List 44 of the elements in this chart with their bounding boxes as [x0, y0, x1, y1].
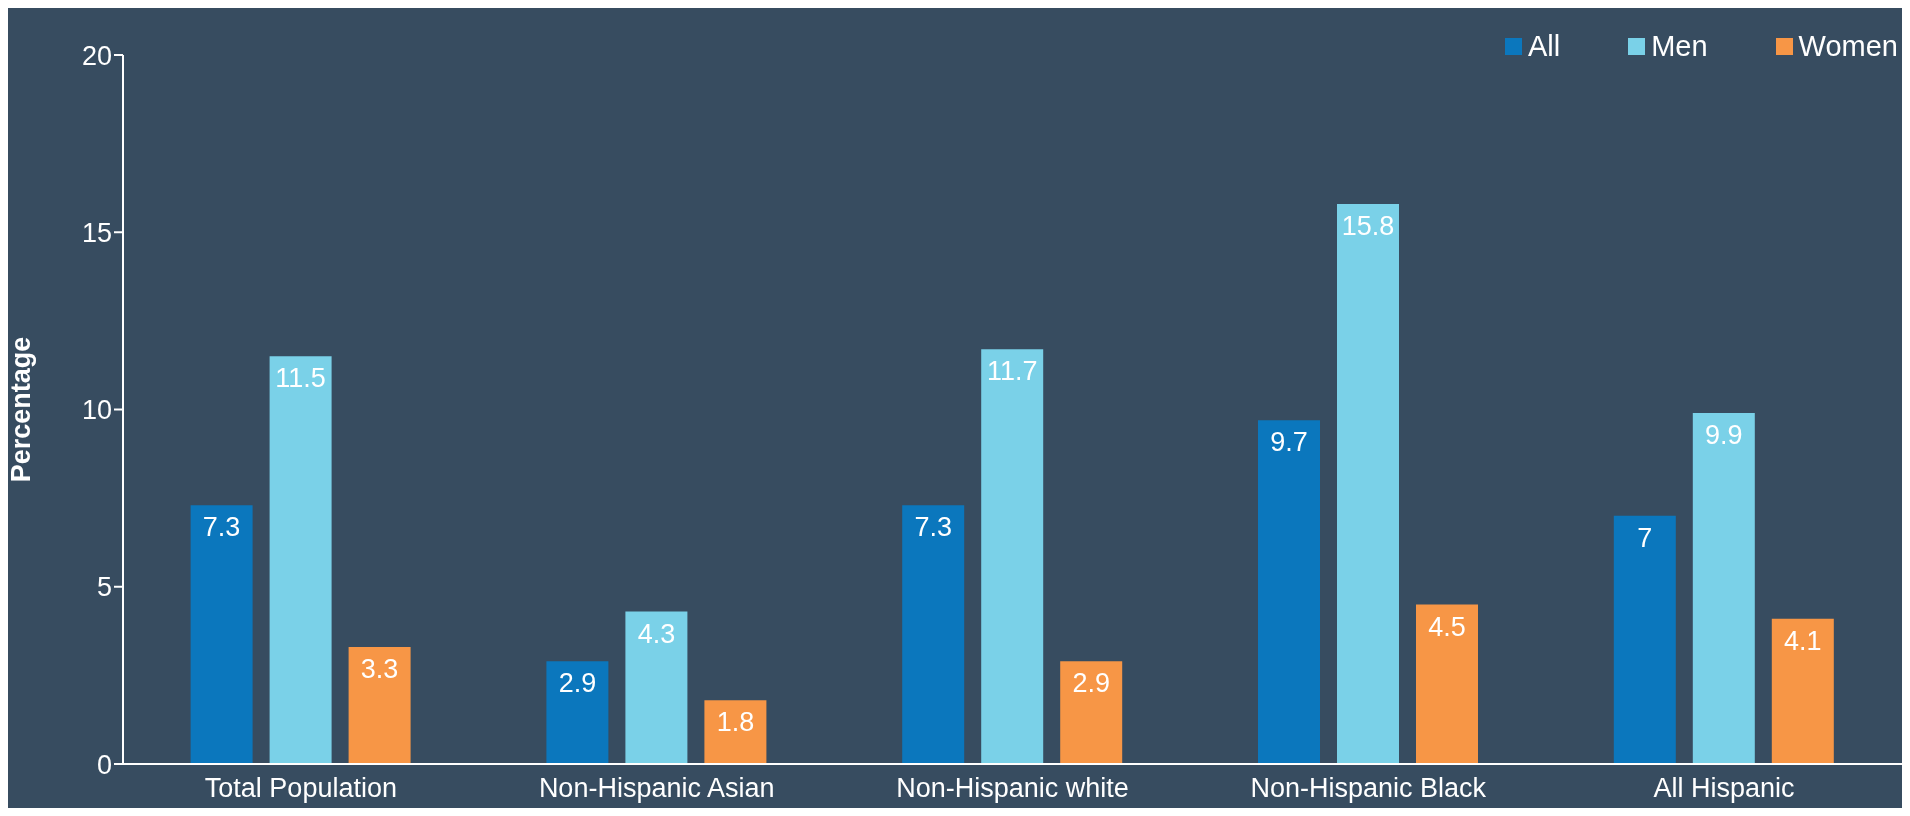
y-tick-label: 20 — [81, 40, 112, 71]
data-label: 9.7 — [1270, 427, 1308, 458]
data-label: 4.5 — [1428, 611, 1466, 642]
bar — [348, 647, 411, 764]
data-label: 11.5 — [275, 363, 326, 394]
bar — [1060, 661, 1123, 764]
bar — [1771, 618, 1834, 764]
data-label: 15.8 — [1341, 211, 1395, 242]
legend-label: Women — [1798, 30, 1898, 63]
bar — [625, 611, 688, 764]
x-tick-label: Non-Hispanic Asian — [538, 773, 775, 804]
data-label: 9.9 — [1705, 420, 1743, 451]
data-label: 7.3 — [202, 512, 241, 543]
bar — [546, 661, 609, 764]
x-tick-label: Total Population — [204, 773, 397, 804]
data-label: 4.3 — [637, 618, 676, 649]
bar — [902, 505, 965, 764]
data-label: 1.8 — [716, 707, 755, 738]
data-label: 2.9 — [558, 668, 597, 699]
bar — [704, 700, 767, 764]
x-tick-label: Non-Hispanic white — [896, 773, 1129, 804]
y-tick-label: 0 — [96, 749, 112, 780]
legend-label: Men — [1651, 30, 1708, 63]
x-tick-label: All Hispanic — [1653, 773, 1795, 804]
bar — [981, 349, 1044, 764]
bar — [1416, 604, 1478, 764]
data-label: 7 — [1637, 523, 1653, 554]
data-label: 11.7 — [986, 356, 1038, 387]
bar — [190, 505, 253, 764]
legend-label: All — [1527, 30, 1561, 63]
y-tick-label: 10 — [81, 395, 112, 426]
bar — [1613, 515, 1676, 764]
y-tick-label: 15 — [81, 217, 112, 248]
x-tick-label: Non-Hispanic Black — [1250, 773, 1487, 804]
data-label: 4.1 — [1784, 625, 1822, 656]
y-tick-label: 5 — [96, 572, 112, 603]
y-axis-title: Percentage — [5, 336, 36, 483]
bar — [269, 356, 332, 764]
data-label: 2.9 — [1072, 668, 1110, 699]
data-label: 3.3 — [360, 654, 399, 685]
bar — [1337, 203, 1399, 764]
data-label: 7.3 — [914, 512, 952, 543]
bar — [1692, 413, 1755, 764]
bar — [1258, 420, 1320, 764]
